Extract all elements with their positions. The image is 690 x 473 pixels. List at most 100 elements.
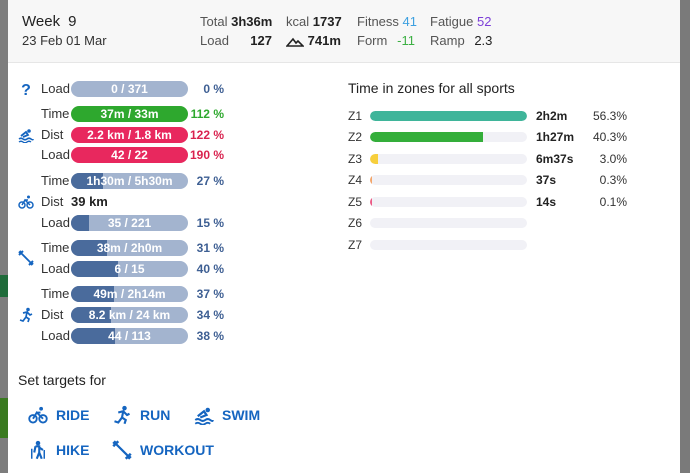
week-summary-popup: Week 9 23 Feb 01 Mar Total 3h36m kcal 173… (8, 0, 680, 473)
progress-text: 35 / 221 (107, 216, 152, 230)
progress-percent: 190 % (189, 148, 224, 162)
zones-title: Time in zones for all sports (348, 80, 515, 96)
sport-row-swim-time: Time 37m / 33m 112 % (8, 106, 338, 122)
metric-value: 39 km (71, 194, 108, 209)
metric-label: Load (41, 328, 70, 343)
week-dates: 23 Feb 01 Mar (22, 33, 107, 48)
sport-row-ride-load: Load 35 / 221 15 % (8, 215, 338, 231)
metric-label: Time (41, 173, 70, 188)
stat-ramp: Ramp 2.3 (430, 33, 492, 48)
stat-kcal: kcal 1737 (286, 14, 342, 29)
progress-text: 2.2 km / 1.8 km (87, 128, 172, 142)
zone-bar (370, 111, 527, 121)
hike-icon (31, 440, 45, 460)
progress-bar: 38m / 2h0m (71, 240, 188, 256)
set-target-swim-button[interactable]: SWIM (194, 405, 260, 425)
progress-percent: 112 % (190, 107, 224, 121)
zone-percent: 0.1% (599, 195, 627, 209)
mountain-icon (286, 37, 304, 47)
question-icon: ? (21, 82, 31, 97)
progress-bar: 49m / 2h14m (71, 286, 188, 302)
stat-value: 52 (477, 14, 492, 29)
zone-row: Z3 6m37s 3.0% (348, 152, 668, 166)
week-header: Week 9 23 Feb 01 Mar Total 3h36m kcal 173… (8, 0, 680, 63)
set-target-hike-button[interactable]: HIKE (28, 440, 89, 460)
stat-label: Fitness (357, 14, 399, 29)
sport-row-workout-load: Load 6 / 15 40 % (8, 261, 338, 277)
background-left-edge (0, 0, 8, 473)
zone-time: 2h2m (536, 109, 568, 123)
sport-row-other-load: Load 0 / 371 0 % (8, 81, 338, 97)
zone-bar (370, 154, 527, 164)
progress-bar: 35 / 221 (71, 215, 188, 231)
set-target-workout-button[interactable]: WORKOUT (112, 440, 214, 460)
progress-text: 38m / 2h0m (96, 241, 163, 255)
sport-row-swim-load: Load 42 / 22 190 % (8, 147, 338, 163)
set-target-run-button[interactable]: RUN (112, 405, 170, 425)
metric-label: Load (41, 81, 70, 96)
zone-row: Z4 37s 0.3% (348, 173, 668, 187)
background-right-edge (680, 0, 690, 473)
stat-value: -11 (397, 33, 415, 48)
metric-label: Load (41, 147, 70, 162)
stat-value: 741m (307, 33, 341, 48)
progress-text: 0 / 371 (111, 82, 148, 96)
progress-text: 42 / 22 (111, 148, 148, 162)
swim-icon (18, 129, 34, 143)
set-target-ride-button[interactable]: RIDE (28, 405, 89, 425)
zone-percent: 0.3% (599, 173, 627, 187)
background-stripe (0, 398, 8, 438)
stat-label: Ramp (430, 33, 465, 48)
progress-percent: 27 % (196, 174, 224, 188)
stat-value: 3h36m (231, 14, 273, 29)
zone-row: Z6 (348, 216, 668, 230)
zone-row: Z1 2h2m 56.3% (348, 109, 668, 123)
metric-label: Dist (41, 127, 64, 142)
workout-icon (112, 440, 132, 460)
progress-text: 49m / 2h14m (93, 287, 166, 301)
zone-label: Z4 (348, 173, 363, 187)
zone-time: 6m37s (536, 152, 574, 166)
button-label: SWIM (222, 407, 261, 423)
progress-percent: 38 % (196, 329, 224, 343)
sport-row-run-dist: Dist 8.2 km / 24 km 34 % (8, 307, 338, 323)
zone-bar (370, 197, 527, 207)
stat-form: Form -11 (357, 33, 415, 48)
sport-row-ride-time: Time 1h30m / 5h30m 27 % (8, 173, 338, 189)
progress-percent: 40 % (196, 262, 224, 276)
progress-bar: 0 / 371 (71, 81, 188, 97)
zone-percent: 3.0% (599, 152, 627, 166)
zone-row: Z7 (348, 238, 668, 252)
progress-bar: 42 / 22 (71, 147, 188, 163)
progress-percent: 122 % (189, 128, 224, 142)
metric-label: Dist (41, 307, 64, 322)
run-icon (114, 405, 130, 425)
stat-value: 127 (250, 33, 272, 48)
progress-bar: 2.2 km / 1.8 km (71, 127, 188, 143)
bike-icon (18, 195, 34, 209)
progress-percent: 15 % (196, 216, 224, 230)
sport-row-ride-dist: Dist 39 km (8, 194, 338, 210)
progress-text: 44 / 113 (108, 329, 151, 343)
zone-row: Z2 1h27m 40.3% (348, 130, 668, 144)
progress-bar: 8.2 km / 24 km (71, 307, 188, 323)
stat-elevation: 741m (286, 33, 341, 48)
set-targets-title: Set targets for (18, 372, 106, 388)
zone-time: 1h27m (536, 130, 575, 144)
stat-label: Load (200, 33, 229, 48)
progress-text: 8.2 km / 24 km (88, 308, 171, 322)
sport-row-run-time: Time 49m / 2h14m 37 % (8, 286, 338, 302)
zone-time: 14s (536, 195, 557, 209)
sport-row-swim-dist: Dist 2.2 km / 1.8 km 122 % (8, 127, 338, 143)
swim-icon (194, 407, 214, 425)
progress-text: 1h30m / 5h30m (86, 174, 173, 188)
sport-row-run-load: Load 44 / 113 38 % (8, 328, 338, 344)
stat-label: kcal (286, 14, 310, 29)
stat-value: 1737 (312, 14, 342, 29)
run-icon (19, 307, 33, 323)
progress-text: 6 / 15 (114, 262, 145, 276)
progress-bar: 1h30m / 5h30m (71, 173, 188, 189)
progress-bar: 37m / 33m (71, 106, 188, 122)
svg-text:?: ? (21, 82, 31, 97)
workout-icon (18, 250, 34, 266)
